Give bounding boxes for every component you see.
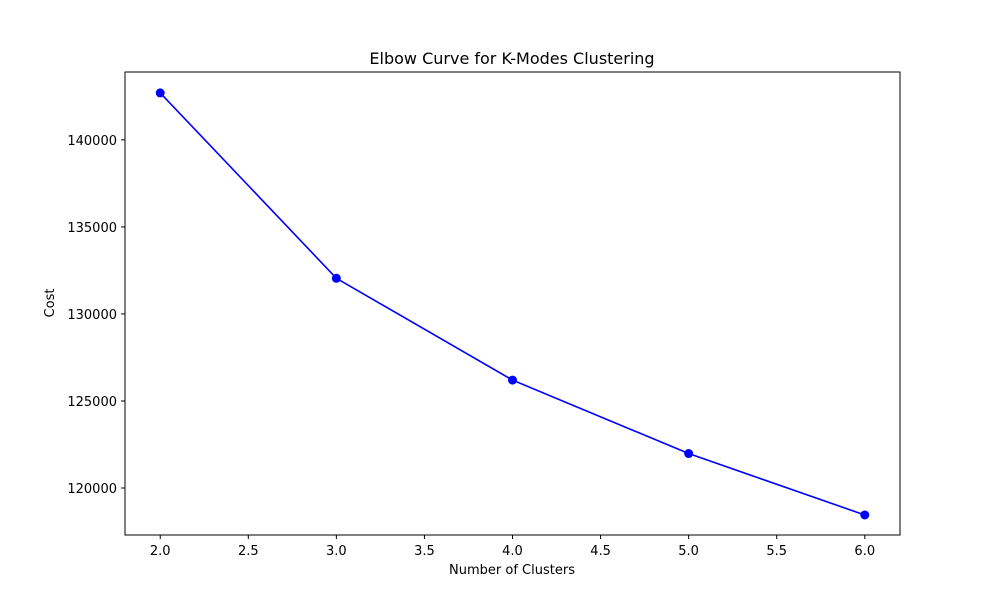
x-tick-label: 3.5	[414, 544, 435, 559]
x-axis-ticks: 2.0 2.5 3.0 3.5 4.0 4.5 5.0 5.5 6.0	[150, 535, 875, 559]
y-tick-label: 130000	[67, 308, 117, 323]
series-line	[159, 92, 866, 516]
x-tick-label: 6.0	[854, 544, 875, 559]
data-point	[684, 449, 694, 459]
data-point	[331, 273, 341, 283]
y-tick-label: 120000	[67, 482, 117, 497]
data-point	[155, 88, 165, 98]
x-tick-label: 5.0	[678, 544, 699, 559]
y-tick-label: 135000	[67, 221, 117, 236]
y-axis-title: Cost	[43, 289, 58, 318]
x-axis-title: Number of Clusters	[449, 563, 575, 578]
x-tick-label: 3.0	[326, 544, 347, 559]
x-tick-label: 4.0	[502, 544, 523, 559]
data-point	[860, 510, 870, 520]
x-tick-label: 2.5	[238, 544, 259, 559]
axes-frame	[124, 71, 901, 536]
x-tick-label: 5.5	[766, 544, 787, 559]
y-axis-ticks: 120000 125000 130000 135000 140000	[67, 134, 125, 497]
y-tick-label: 140000	[67, 134, 117, 149]
chart-title: Elbow Curve for K-Modes Clustering	[369, 49, 654, 68]
y-tick-label: 125000	[67, 395, 117, 410]
data-point	[508, 375, 517, 385]
x-tick-label: 4.5	[590, 544, 611, 559]
x-tick-label: 2.0	[150, 544, 171, 559]
plot-area	[124, 71, 901, 536]
